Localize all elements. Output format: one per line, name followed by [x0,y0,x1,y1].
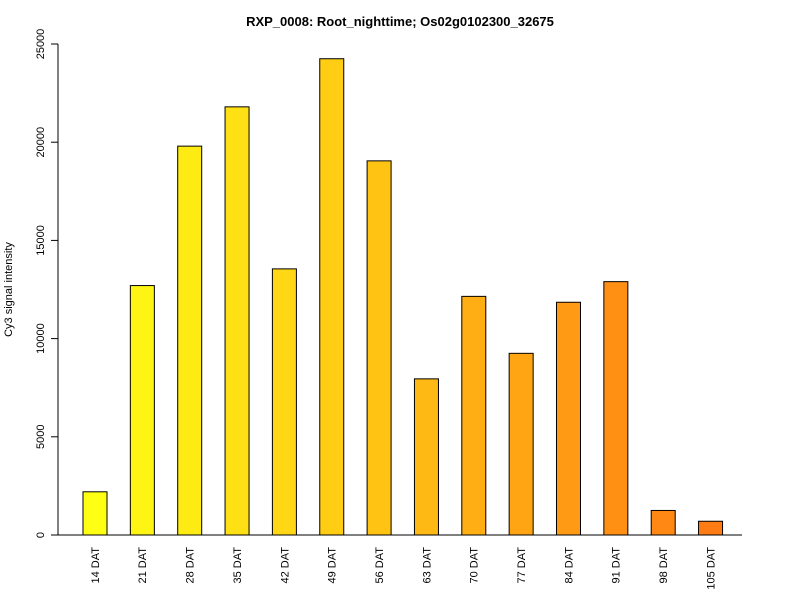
x-tick-label: 77 DAT [516,547,528,584]
bar [129,285,155,536]
x-tick-label: 35 DAT [232,547,244,584]
y-tick-label: 15000 [35,225,47,256]
y-tick-label: 5000 [35,425,47,449]
bar [461,295,487,536]
x-tick-label: 14 DAT [90,547,102,584]
x-tick-label: 98 DAT [658,547,670,584]
bar [698,520,724,536]
bar [556,301,581,536]
bar [224,106,250,536]
y-tick-label: 25000 [35,29,47,60]
x-tick-label: 70 DAT [469,547,481,584]
x-tick-label: 84 DAT [563,547,575,584]
bar [271,268,297,536]
bar [366,160,392,536]
x-tick-label: 56 DAT [374,547,386,584]
bar [177,145,203,536]
x-tick-label: 42 DAT [279,547,291,584]
bar [508,352,534,536]
x-tick-label: 28 DAT [185,547,197,584]
y-tick-label: 20000 [35,127,47,158]
bar [603,281,629,536]
x-tick-label: 49 DAT [327,547,339,584]
x-tick-label: 63 DAT [421,547,433,584]
y-tick-label: 0 [35,532,47,538]
y-axis: 0 5000 10000 15000 20000 25000 [35,29,59,538]
x-tick-label: 91 DAT [611,547,623,584]
x-tick-label: 21 DAT [137,547,149,584]
bar [319,58,345,536]
y-tick-label: 10000 [35,323,47,354]
bar [650,509,676,536]
x-axis: 14 DAT 21 DAT 28 DAT 35 DAT 42 DAT 49 DAT 56 D… [58,534,742,590]
bars-group [82,58,724,536]
chart-title: RXP_0008: Root_nighttime; Os02g0102300_3… [246,14,554,29]
bar [413,378,439,536]
bar [82,491,108,536]
x-tick-label: 105 DAT [705,547,717,590]
y-axis-label: Cy3 signal intensity [3,242,15,337]
